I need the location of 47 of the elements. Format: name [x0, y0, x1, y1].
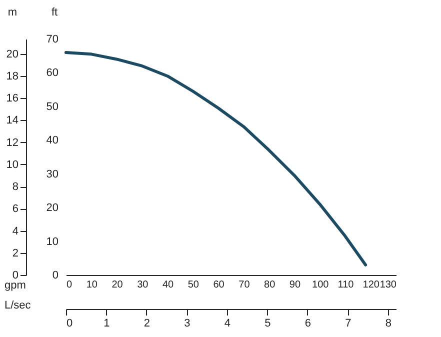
y2-tick-label: 8: [12, 181, 18, 194]
y2-tick-label: 6: [12, 203, 18, 216]
y2-tick-label: 10: [6, 158, 18, 171]
y2-tick-label: 14: [6, 114, 18, 127]
y2-tick-label: 12: [6, 136, 18, 149]
x2-tick-label: 7: [345, 318, 352, 330]
y2-axis-title: m: [8, 6, 18, 18]
y-tick-label: 40: [46, 134, 58, 147]
x2-tick-label: 4: [224, 318, 231, 330]
x-axis-title: gpm: [4, 280, 26, 292]
x-tick-label: 120: [362, 280, 380, 290]
x2-tick-label: 8: [385, 318, 392, 330]
x2-tick-label: 6: [304, 318, 312, 330]
x-tick-label: 60: [213, 280, 225, 290]
y2-tick-label: 18: [6, 70, 18, 82]
y2-tick-label: 0: [12, 270, 18, 282]
y2-tick-label: 16: [6, 92, 18, 105]
y-tick-label: 30: [46, 168, 58, 180]
x-tick-label: 40: [162, 280, 174, 290]
y-axis-title: ft: [51, 6, 58, 18]
x-tick-label: 110: [338, 280, 354, 290]
y-tick-label: 20: [46, 202, 58, 214]
x2-tick-label: 2: [144, 318, 150, 330]
x-tick-label: 90: [289, 280, 301, 290]
y2-tick-label: 4: [12, 225, 18, 238]
line-series: [64, 50, 368, 266]
x-tick-label: 50: [188, 280, 200, 290]
y-tick-label: 70: [46, 34, 58, 46]
x-tick-label: 10: [86, 280, 98, 290]
y-tick-label: 10: [46, 236, 58, 248]
x-tick-label: 0: [66, 280, 72, 290]
x-tick-label: 130: [380, 280, 397, 290]
x-tick-label: 100: [312, 280, 330, 290]
x2-axis-title: L/sec: [4, 300, 32, 312]
x2-tick-label: 5: [264, 318, 271, 330]
x-tick-label: 30: [137, 280, 149, 290]
y-tick-label: 50: [46, 100, 58, 113]
x-tick-label: 70: [238, 280, 250, 290]
y2-tick-label: 2: [12, 247, 18, 260]
y-tick-label: 0: [52, 270, 58, 282]
x2-tick-label: 3: [184, 318, 190, 330]
x2-tick-label: 1: [104, 318, 110, 330]
x2-tick-label: 0: [66, 318, 73, 330]
x-tick-label: 20: [112, 280, 124, 290]
x-tick-label: 80: [264, 280, 276, 290]
y2-tick-label: 20: [6, 48, 18, 60]
y-tick-label: 60: [46, 67, 58, 80]
